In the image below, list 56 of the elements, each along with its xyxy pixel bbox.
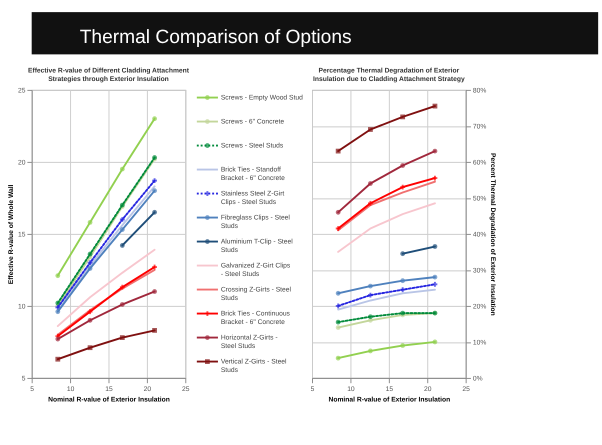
point [400,184,406,190]
point [120,302,125,307]
point [336,356,341,361]
point [336,226,341,231]
point [120,243,125,248]
point [55,273,60,278]
point [432,282,438,287]
point [336,325,341,330]
point [152,264,157,270]
point [368,181,373,186]
point [120,227,125,232]
line-series [337,202,436,253]
point [336,304,341,308]
line-series [337,288,436,310]
point [88,252,92,256]
point [432,104,438,108]
point [400,343,406,348]
point [336,148,341,154]
point [152,178,157,184]
point [152,210,157,215]
point [88,260,92,266]
point [400,114,406,120]
point [120,335,125,340]
point [88,345,92,350]
point [368,348,373,354]
point [336,290,341,296]
point [400,163,406,168]
point [120,166,125,172]
text: Thermal Comparison of Options [80,26,352,48]
point [432,176,438,180]
point [120,284,125,290]
point [368,314,373,320]
point [88,220,92,225]
point [368,292,373,298]
point [368,284,373,289]
point [432,274,438,280]
point [152,289,157,294]
point [55,336,60,342]
point [400,251,406,256]
point [88,318,92,323]
point [432,244,438,249]
point [368,127,373,132]
line-series [56,248,156,328]
point [336,320,341,325]
point [152,188,157,194]
point [400,278,406,284]
point [368,200,373,206]
point [336,210,341,215]
point [88,309,92,314]
point [432,340,438,344]
point [152,328,157,333]
point [55,309,60,314]
point [120,217,125,222]
point [152,116,157,122]
point [432,148,438,154]
point [88,266,92,271]
